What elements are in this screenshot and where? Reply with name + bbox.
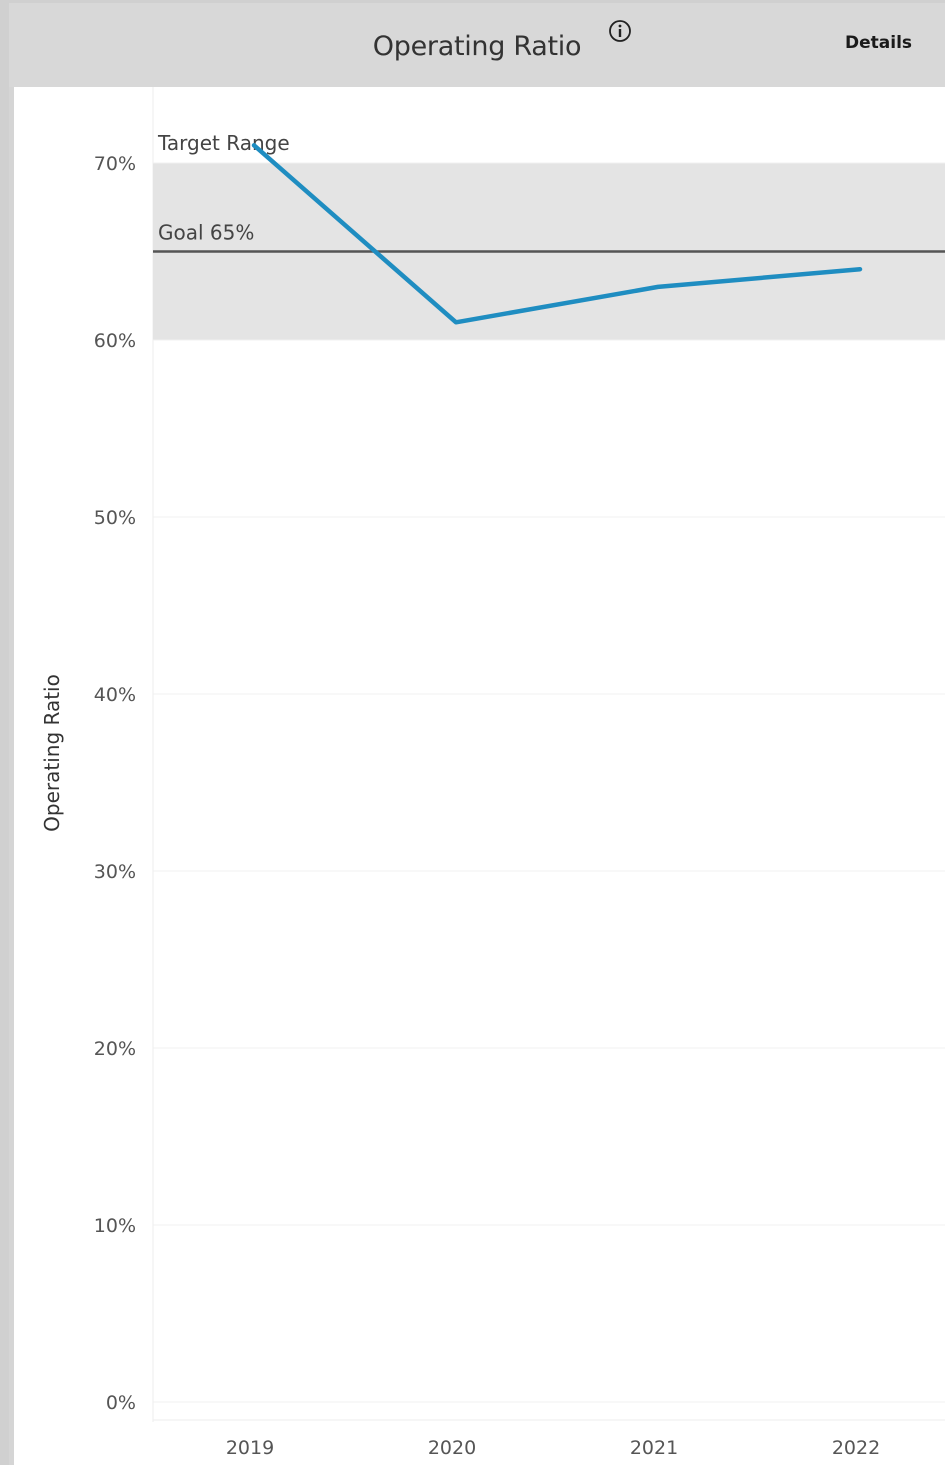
x-tick-label: 2021 <box>630 1437 678 1459</box>
chart-area: 0% 10% 20% 30% 40% 50% 60% 70% Target Range Goal … <box>9 87 945 1465</box>
y-tick-label: 10% <box>94 1215 136 1237</box>
y-tick-label: 0% <box>106 1392 136 1414</box>
goal-label: Goal 65% <box>158 221 254 245</box>
chart-title: Operating Ratio <box>9 31 945 62</box>
target-range-label: Target Range <box>157 131 290 155</box>
operating-ratio-chart: 0% 10% 20% 30% 40% 50% 60% 70% Target Range Goal … <box>40 87 945 1459</box>
chart-title-text: Operating Ratio <box>372 31 582 62</box>
y-tick-label: 20% <box>94 1038 136 1060</box>
x-tick-label: 2022 <box>832 1437 880 1459</box>
y-tick-label: 70% <box>94 153 136 175</box>
y-tick-label: 50% <box>94 507 136 529</box>
y-axis-title: Operating Ratio <box>40 674 64 832</box>
chart-header: Operating Ratio Details <box>9 3 945 87</box>
x-tick-label: 2020 <box>428 1437 476 1459</box>
y-tick-label: 40% <box>94 684 136 706</box>
y-tick-label: 30% <box>94 861 136 883</box>
x-tick-label: 2019 <box>226 1437 274 1459</box>
info-circle-icon[interactable] <box>608 19 632 43</box>
y-tick-label: 60% <box>94 330 136 352</box>
details-link[interactable]: Details <box>845 33 913 53</box>
series-line <box>251 143 863 325</box>
